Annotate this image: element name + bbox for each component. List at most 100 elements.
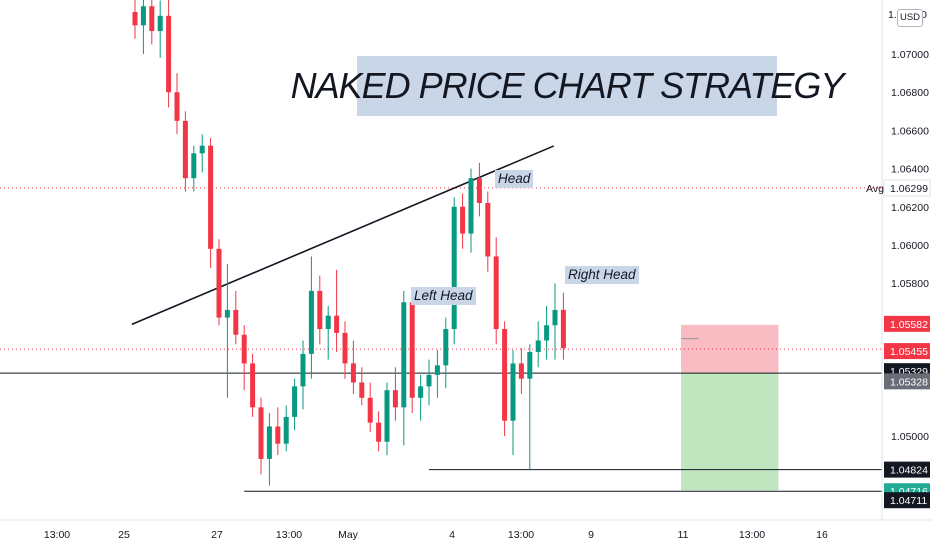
candle-body	[300, 353, 306, 387]
y-tick-label: 1.06000	[891, 240, 929, 252]
horizontal-lines	[0, 187, 882, 492]
price-tag: 1.04824	[884, 461, 930, 478]
candle	[460, 193, 466, 249]
price-tag-box	[884, 492, 930, 509]
candle	[250, 353, 256, 417]
candle-body	[401, 302, 407, 408]
candle-body	[157, 15, 163, 32]
candle-body	[342, 332, 348, 364]
price-tag-label: 1.05455	[890, 346, 928, 358]
x-tick-label: 13:00	[276, 529, 302, 541]
x-tick-label: 16	[816, 529, 828, 541]
candle	[300, 340, 306, 410]
candle-body	[367, 397, 373, 423]
candle	[317, 275, 323, 345]
candles	[132, 0, 566, 486]
candle-body	[376, 422, 382, 442]
x-tick-label: 4	[449, 529, 455, 541]
candle-body	[527, 351, 533, 379]
candle-body	[132, 11, 138, 26]
candle-body	[317, 290, 323, 330]
candle	[535, 321, 541, 368]
candle-body	[560, 309, 566, 349]
price-tag-box	[884, 373, 930, 390]
x-tick-label: 9	[588, 529, 594, 541]
candle	[325, 306, 331, 360]
candle-body	[493, 256, 499, 330]
candle	[342, 321, 348, 379]
candle	[409, 287, 415, 414]
candle	[468, 168, 474, 253]
candle-body	[258, 407, 264, 459]
candle-body	[308, 290, 314, 354]
candle	[518, 348, 524, 394]
candle-body	[292, 386, 298, 417]
candle	[266, 413, 272, 486]
chart-title: NAKED PRICE CHART STRATEGY	[290, 65, 845, 106]
candle	[451, 197, 457, 345]
candle	[476, 162, 482, 217]
candle	[426, 359, 432, 406]
candle	[174, 73, 180, 135]
candle-body	[552, 309, 558, 326]
candle-body	[174, 92, 180, 121]
candle	[527, 344, 533, 471]
candle-body	[233, 309, 239, 335]
candle-body	[266, 426, 272, 459]
candle	[166, 0, 172, 108]
candle	[157, 0, 163, 58]
price-tag: Avg 1.06299	[866, 179, 931, 197]
candle	[485, 191, 491, 272]
candle-body	[510, 363, 516, 421]
annotation-head: Head	[495, 170, 534, 188]
candle	[434, 350, 440, 398]
candle-body	[418, 386, 424, 398]
candle-body	[275, 426, 281, 444]
currency-badge[interactable]: USD	[897, 9, 923, 27]
price-tag: 1.04711	[884, 492, 930, 509]
trendline-layer	[131, 145, 555, 326]
candle-body	[426, 374, 432, 387]
candle-body	[224, 309, 230, 318]
x-tick-label: 27	[211, 529, 223, 541]
price-tag-label: 1.04824	[890, 465, 928, 477]
candle-body	[334, 315, 340, 333]
candle-body	[434, 365, 440, 375]
candle-body	[208, 145, 214, 249]
candle-body	[140, 6, 146, 26]
candle-body	[392, 390, 398, 408]
trendline	[131, 145, 555, 326]
candle-body	[460, 206, 466, 234]
candle	[502, 321, 508, 436]
candle-body	[283, 416, 289, 444]
candle-body	[451, 206, 457, 330]
candle-body	[350, 363, 356, 383]
candle	[258, 397, 264, 475]
x-tick-label: 13:00	[508, 529, 534, 541]
candle-body	[409, 302, 415, 398]
x-tick-label: 13:00	[739, 529, 765, 541]
candle-body	[149, 6, 155, 32]
y-tick-label: 1.05000	[891, 431, 929, 443]
candle	[544, 306, 550, 360]
candle-body	[544, 325, 550, 341]
candle	[552, 283, 558, 360]
annotation-right-head: Right Head	[565, 266, 639, 284]
price-tag: 1.05582	[884, 315, 930, 332]
candle-body	[535, 340, 541, 352]
x-tick-label: 25	[118, 529, 130, 541]
stop-loss-zone	[681, 324, 779, 374]
price-tag-box	[884, 343, 930, 360]
y-tick-label: 1.06400	[891, 164, 929, 176]
candle	[367, 382, 373, 433]
candle	[149, 0, 155, 45]
candle	[308, 256, 314, 379]
candle	[401, 290, 407, 446]
candle	[224, 264, 230, 398]
candle	[182, 111, 188, 192]
candle-body	[468, 178, 474, 234]
candle-body	[182, 120, 188, 179]
x-tick-label: 11	[678, 529, 689, 541]
